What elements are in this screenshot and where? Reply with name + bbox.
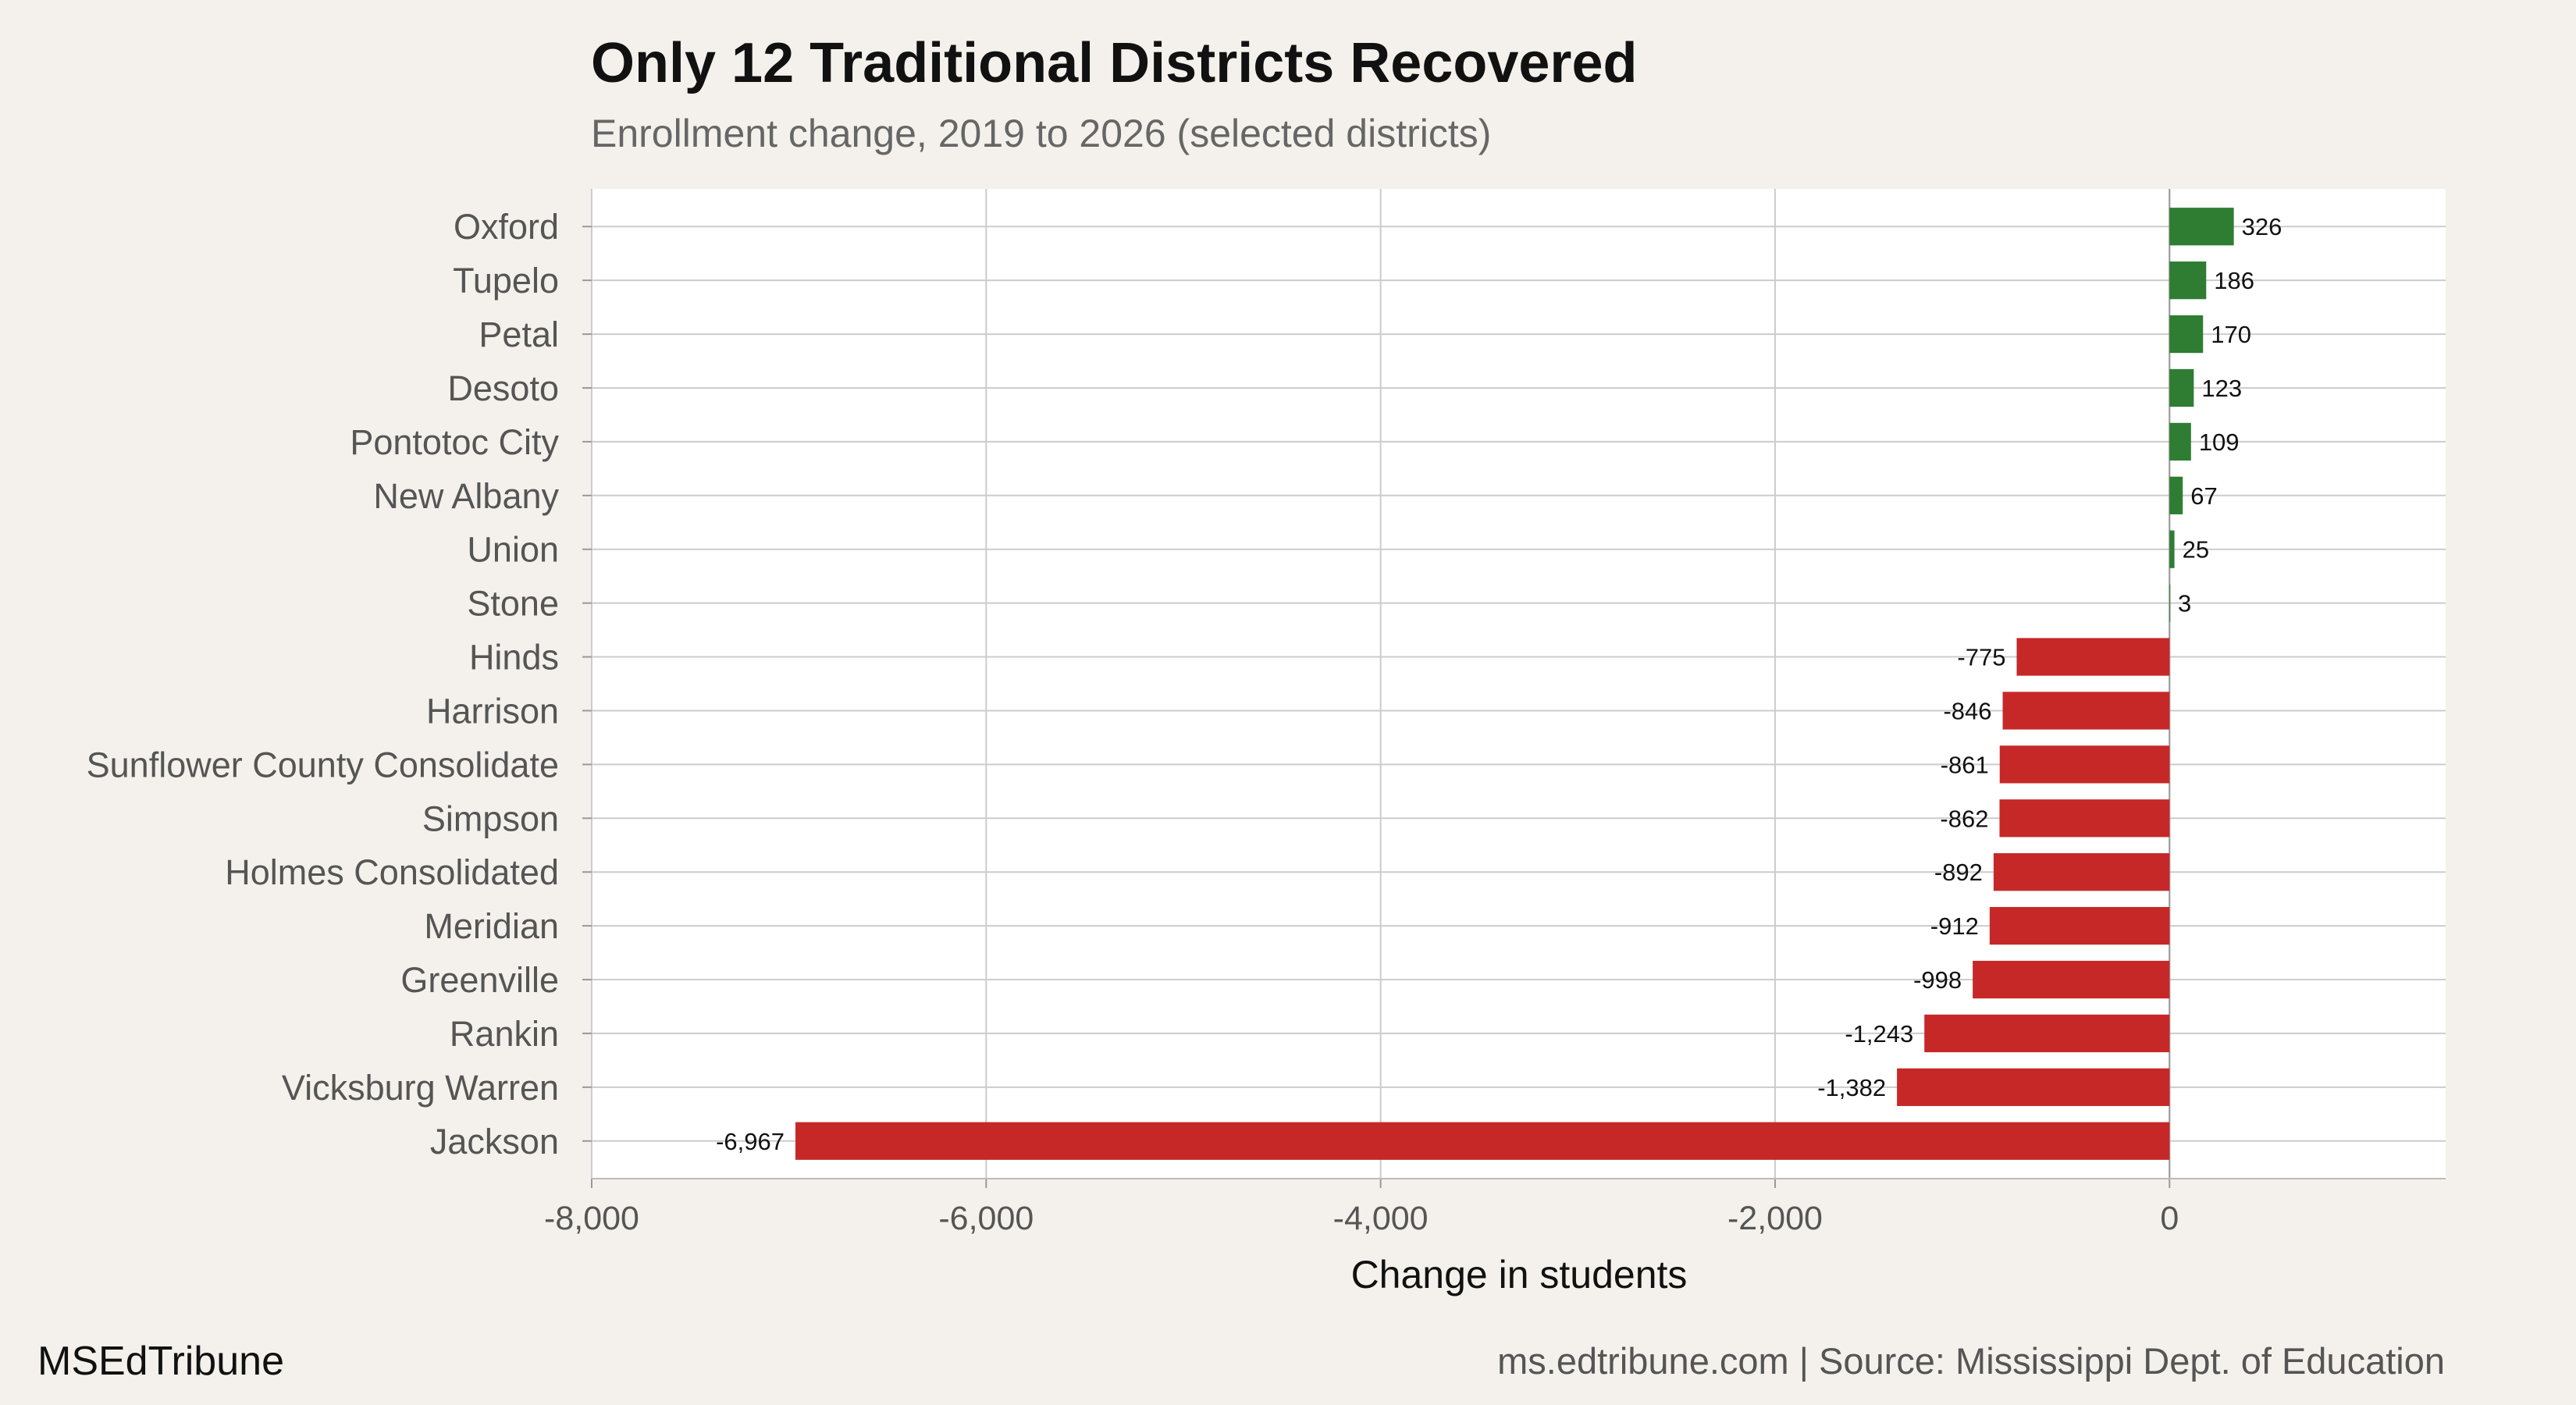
bar <box>1999 799 2170 838</box>
bar-value-label: -1,382 <box>1817 1074 1886 1101</box>
bar-value-label: -998 <box>1913 966 1962 994</box>
category-label: Simpson <box>422 799 559 838</box>
bar <box>1897 1068 2170 1106</box>
bar <box>2169 208 2234 246</box>
bar <box>1999 745 2170 784</box>
bar-value-label: 170 <box>2211 321 2251 348</box>
bar-layer <box>795 208 2234 1160</box>
bar-value-label: 25 <box>2183 536 2209 564</box>
x-tick-label: -6,000 <box>938 1200 1034 1237</box>
x-tick-label: 0 <box>2160 1200 2179 1237</box>
category-label: Rankin <box>450 1014 559 1054</box>
bar-value-label: 326 <box>2242 213 2282 240</box>
bar-value-label: -861 <box>1941 751 1989 778</box>
source-note: ms.edtribune.com | Source: Mississippi D… <box>1497 1340 2445 1382</box>
bar-value-label: -892 <box>1934 859 1983 886</box>
category-label: Holmes Consolidated <box>225 852 559 892</box>
bar-value-label: -775 <box>1957 644 2005 671</box>
bar <box>2169 530 2175 568</box>
bar-value-label: 123 <box>2201 375 2242 402</box>
category-label: Harrison <box>426 691 559 731</box>
bar <box>1924 1014 2170 1053</box>
bar <box>1973 960 2170 999</box>
x-tick-label: -2,000 <box>1727 1200 1823 1237</box>
category-label: Sunflower County Consolidate <box>87 745 559 784</box>
category-label: Meridian <box>424 906 559 946</box>
bar-value-label: 186 <box>2214 267 2254 294</box>
category-label: Petal <box>479 315 559 354</box>
bar-value-label: -6,967 <box>716 1128 785 1155</box>
category-label: Tupelo <box>453 261 559 301</box>
category-label: New Albany <box>373 476 559 516</box>
x-tick-label: -4,000 <box>1333 1200 1429 1237</box>
bar-value-label: -846 <box>1943 697 1991 724</box>
category-label: Jackson <box>430 1122 559 1161</box>
bar <box>2016 638 2170 676</box>
category-label: Union <box>467 530 559 570</box>
bar <box>2169 368 2194 407</box>
category-label: Greenville <box>400 960 559 1000</box>
chart-title: Only 12 Traditional Districts Recovered <box>591 32 1638 94</box>
bar-value-label: 3 <box>2178 590 2191 617</box>
bar-value-label: 109 <box>2199 429 2240 456</box>
x-tick-label: -8,000 <box>544 1200 639 1237</box>
bar-value-label: 67 <box>2190 482 2217 510</box>
category-label: Pontotoc City <box>350 422 559 462</box>
category-label: Desoto <box>447 368 559 408</box>
bar <box>2169 476 2183 514</box>
chart-subtitle: Enrollment change, 2019 to 2026 (selecte… <box>591 112 1492 155</box>
category-label: Oxford <box>454 207 559 247</box>
category-label: Hinds <box>469 638 559 678</box>
bar <box>1993 853 2170 891</box>
bar-value-label: -1,243 <box>1845 1020 1913 1048</box>
label-layer: -8,000 -6,000 -4,000 -2,000 0 Oxford Tupelo Pet… <box>87 207 2282 1237</box>
category-label: Vicksburg Warren <box>282 1068 559 1108</box>
bar <box>795 1122 2170 1160</box>
bar <box>1989 906 2170 945</box>
category-label: Stone <box>467 584 559 624</box>
bar <box>2169 584 2171 622</box>
bar <box>2169 261 2207 300</box>
bar <box>2169 315 2204 354</box>
bar <box>2169 422 2191 461</box>
x-axis-title: Change in students <box>1351 1253 1688 1297</box>
bar-value-label: -912 <box>1930 912 1979 940</box>
plot-panel <box>592 189 2446 1179</box>
bar <box>2002 692 2170 730</box>
brand-logo-text: MSEdTribune <box>37 1339 284 1384</box>
bar-value-label: -862 <box>1940 805 1988 832</box>
